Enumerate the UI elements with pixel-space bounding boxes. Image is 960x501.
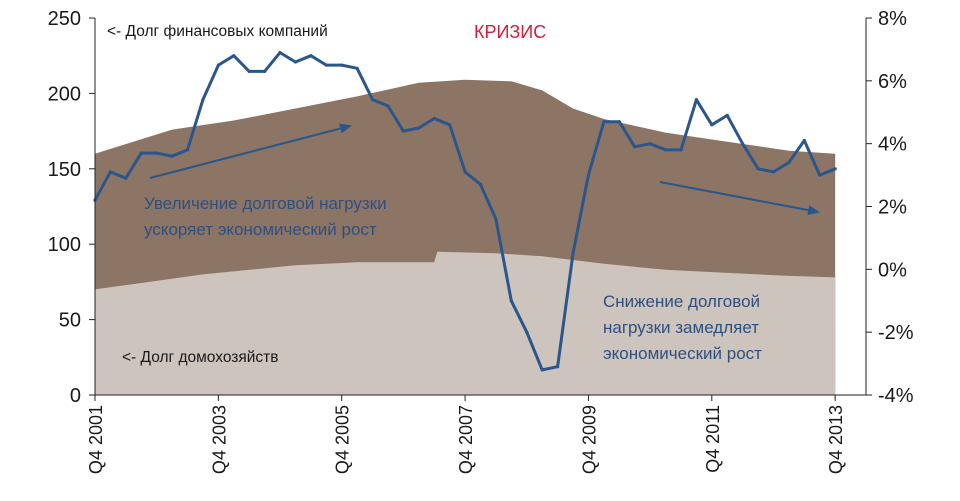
growth-point: [108, 170, 112, 174]
household-debt-area: [95, 251, 836, 395]
right-tick-label: 0%: [878, 259, 907, 281]
growth-point: [247, 69, 251, 73]
growth-point: [278, 51, 282, 55]
growth-point: [663, 148, 668, 152]
right-tick-label: -4%: [878, 385, 914, 407]
x-tick-label: Q4 2007: [456, 405, 476, 474]
growth-point: [586, 173, 591, 177]
growth-point: [525, 330, 529, 334]
right-tick-label: 6%: [878, 71, 907, 93]
growth-point: [448, 123, 452, 127]
growth-point: [309, 54, 313, 58]
left-tick-label: 250: [48, 8, 81, 30]
right-axis-ticks: 8% 6% 4% 2% 0% -2% -4%: [866, 8, 914, 407]
growth-point: [679, 148, 683, 152]
growth-point: [293, 60, 298, 64]
annotations: <- Долг финансовых компаний КРИЗИС <- До…: [107, 22, 820, 366]
growth-decrease-arrow: [659, 181, 820, 216]
growth-point: [710, 123, 714, 127]
growth-point: [725, 113, 729, 117]
right-tick-label: -2%: [878, 322, 914, 344]
right-tick-label: 4%: [878, 134, 907, 156]
growth-increase-arrow: [149, 123, 352, 179]
growth-point: [771, 170, 776, 174]
left-tick-label: 150: [48, 159, 81, 181]
growth-point: [232, 54, 236, 58]
growth-point: [494, 217, 498, 221]
left-tick-label: 200: [48, 83, 81, 105]
household-debt-label: <- Долг домохозяйств: [122, 349, 279, 366]
growth-point: [694, 98, 699, 102]
x-tick-label: Q4 2001: [86, 405, 106, 474]
growth-point: [756, 167, 760, 171]
growth-point: [155, 151, 159, 155]
growth-point: [509, 299, 513, 303]
x-tick-label: Q4 2005: [333, 405, 353, 474]
growth-point: [263, 69, 267, 73]
growth-point: [401, 129, 405, 133]
growth-decrease-text-line3: экономический рост: [603, 344, 762, 363]
growth-point: [417, 126, 421, 130]
growth-decrease-text-line1: Снижение долговой: [603, 292, 760, 311]
right-tick-label: 2%: [878, 197, 907, 219]
growth-point: [818, 173, 822, 177]
crisis-label: КРИЗИС: [474, 22, 546, 42]
growth-increase-text-line2: ускоряет экономический рост: [144, 220, 377, 239]
growth-point: [216, 63, 220, 67]
growth-point: [340, 63, 344, 67]
growth-point: [139, 151, 143, 155]
growth-point: [432, 116, 436, 121]
growth-point: [802, 138, 806, 143]
growth-increase-text-line1: Увеличение долговой нагрузки: [144, 194, 387, 213]
growth-point: [617, 120, 621, 124]
growth-point: [124, 176, 128, 180]
x-tick-label: Q4 2009: [579, 405, 599, 474]
left-tick-label: 100: [48, 234, 81, 256]
x-tick-label: Q4 2003: [209, 405, 229, 474]
growth-point: [833, 167, 837, 171]
right-tick-label: 8%: [878, 8, 907, 30]
growth-point: [478, 182, 483, 187]
x-tick-label: Q4 2011: [703, 405, 723, 473]
growth-point: [633, 145, 637, 149]
growth-point: [540, 368, 544, 372]
growth-point: [201, 98, 205, 102]
left-tick-label: 50: [59, 310, 81, 332]
financial-debt-label: <- Долг финансовых компаний: [107, 23, 328, 40]
left-axis-ticks: 250 200 150 100 50 0: [48, 8, 95, 407]
growth-point: [185, 148, 190, 152]
growth-point: [355, 66, 359, 70]
growth-point: [602, 120, 606, 124]
left-tick-label: 0: [70, 385, 81, 407]
x-tick-label: Q4 2013: [826, 405, 846, 474]
growth-decrease-text-line2: нагрузки замедляет: [603, 318, 759, 337]
growth-points: [93, 51, 837, 372]
growth-point: [787, 160, 791, 165]
growth-point: [556, 365, 560, 369]
growth-point: [741, 142, 745, 146]
growth-point: [571, 252, 575, 256]
growth-point: [463, 170, 467, 174]
growth-point: [324, 63, 328, 67]
growth-point: [386, 104, 390, 108]
plot-area: [93, 51, 837, 396]
growth-point: [371, 98, 375, 102]
growth-point: [170, 154, 174, 158]
x-axis-ticks: Q4 2001 Q4 2003 Q4 2005 Q4 2007 Q4 2009 Q4 20…: [86, 395, 846, 474]
growth-point: [648, 142, 652, 146]
